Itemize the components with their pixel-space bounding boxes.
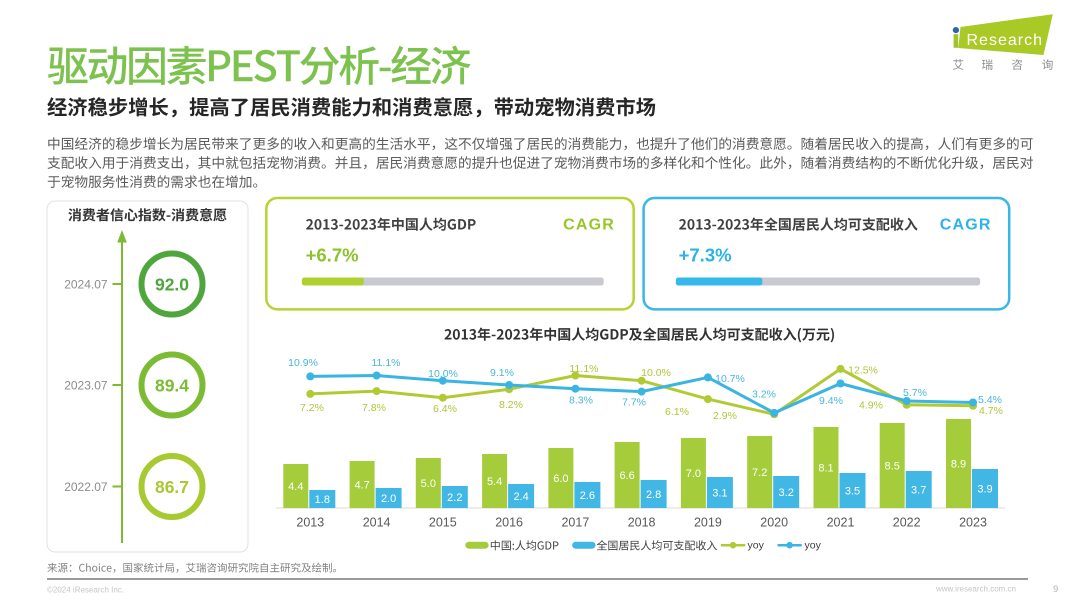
svg-text:7.0: 7.0 [686, 468, 701, 480]
svg-text:7.8%: 7.8% [362, 402, 386, 414]
svg-text:2021: 2021 [827, 516, 855, 530]
svg-text:8.5: 8.5 [885, 460, 900, 472]
svg-text:89.4: 89.4 [155, 375, 189, 395]
svg-text:3.2: 3.2 [779, 487, 794, 499]
svg-text:8.3%: 8.3% [569, 394, 593, 406]
svg-text:6.0: 6.0 [553, 473, 568, 485]
svg-text:2013: 2013 [296, 516, 324, 530]
svg-text:7.2: 7.2 [752, 467, 767, 479]
svg-text:2022: 2022 [893, 516, 921, 530]
svg-text:10.0%: 10.0% [428, 368, 458, 380]
svg-text:5.4: 5.4 [487, 476, 502, 488]
svg-text:2023: 2023 [959, 516, 987, 530]
svg-text:2.0: 2.0 [381, 493, 396, 505]
svg-text:2014: 2014 [363, 516, 391, 530]
svg-text:6.1%: 6.1% [665, 406, 689, 418]
svg-text:8.1: 8.1 [818, 462, 833, 474]
svg-text:5.4%: 5.4% [978, 394, 1002, 406]
svg-text:3.7: 3.7 [911, 484, 926, 496]
svg-text:2.6: 2.6 [580, 490, 595, 502]
svg-text:7.7%: 7.7% [622, 396, 646, 408]
svg-text:9: 9 [1053, 584, 1058, 595]
svg-text:5.0: 5.0 [421, 478, 436, 490]
svg-text:2019: 2019 [694, 516, 722, 530]
svg-text:86.7: 86.7 [155, 477, 189, 497]
svg-text:11.1%: 11.1% [570, 363, 599, 375]
svg-text:3.2%: 3.2% [752, 388, 776, 400]
svg-text:2022.07: 2022.07 [64, 480, 108, 494]
svg-text:8.2%: 8.2% [499, 399, 523, 411]
svg-text:10.0%: 10.0% [641, 367, 671, 379]
svg-text:4.9%: 4.9% [859, 399, 883, 411]
svg-text:7.2%: 7.2% [300, 402, 324, 414]
svg-text:9.1%: 9.1% [490, 367, 514, 379]
svg-text:4.7: 4.7 [354, 479, 369, 491]
svg-text:9.4%: 9.4% [819, 395, 843, 407]
svg-text:yoy: yoy [748, 539, 765, 551]
svg-text:www.iresearch.com.cn: www.iresearch.com.cn [935, 584, 1016, 593]
svg-text:10.7%: 10.7% [715, 373, 745, 385]
svg-text:+6.7%: +6.7% [306, 245, 359, 266]
svg-text:1.8: 1.8 [315, 494, 330, 506]
svg-text:12.5%: 12.5% [848, 364, 878, 376]
svg-text:CAGR: CAGR [940, 217, 992, 234]
svg-text:CAGR: CAGR [563, 217, 615, 234]
svg-text:92.0: 92.0 [155, 274, 189, 294]
svg-text:3.1: 3.1 [712, 487, 727, 499]
svg-text:6.4%: 6.4% [433, 403, 457, 415]
svg-text:Research: Research [967, 32, 1043, 49]
svg-text:©2024 iResearch Inc.: ©2024 iResearch Inc. [47, 585, 124, 594]
svg-text:4.7%: 4.7% [979, 405, 1003, 417]
svg-text:10.9%: 10.9% [288, 357, 318, 369]
svg-text:2.2: 2.2 [447, 492, 462, 504]
svg-text:3.5: 3.5 [845, 485, 860, 497]
svg-text:2.4: 2.4 [513, 491, 528, 503]
svg-text:2024.07: 2024.07 [64, 277, 108, 291]
svg-text:2023.07: 2023.07 [64, 378, 108, 392]
svg-text:6.6: 6.6 [619, 470, 634, 482]
svg-text:2016: 2016 [495, 516, 523, 530]
svg-text:2.9%: 2.9% [713, 410, 737, 422]
svg-text:yoy: yoy [805, 539, 822, 551]
svg-text:2015: 2015 [429, 516, 457, 530]
svg-text:8.9: 8.9 [951, 458, 966, 470]
svg-text:2.8: 2.8 [646, 489, 661, 501]
svg-text:5.7%: 5.7% [903, 387, 927, 399]
svg-text:11.1%: 11.1% [372, 357, 401, 369]
svg-text:2017: 2017 [561, 516, 589, 530]
svg-text:3.9: 3.9 [977, 483, 992, 495]
svg-text:4.4: 4.4 [288, 481, 303, 493]
svg-text:2018: 2018 [628, 516, 656, 530]
svg-text:+7.3%: +7.3% [679, 245, 732, 266]
svg-text:2020: 2020 [760, 516, 788, 530]
